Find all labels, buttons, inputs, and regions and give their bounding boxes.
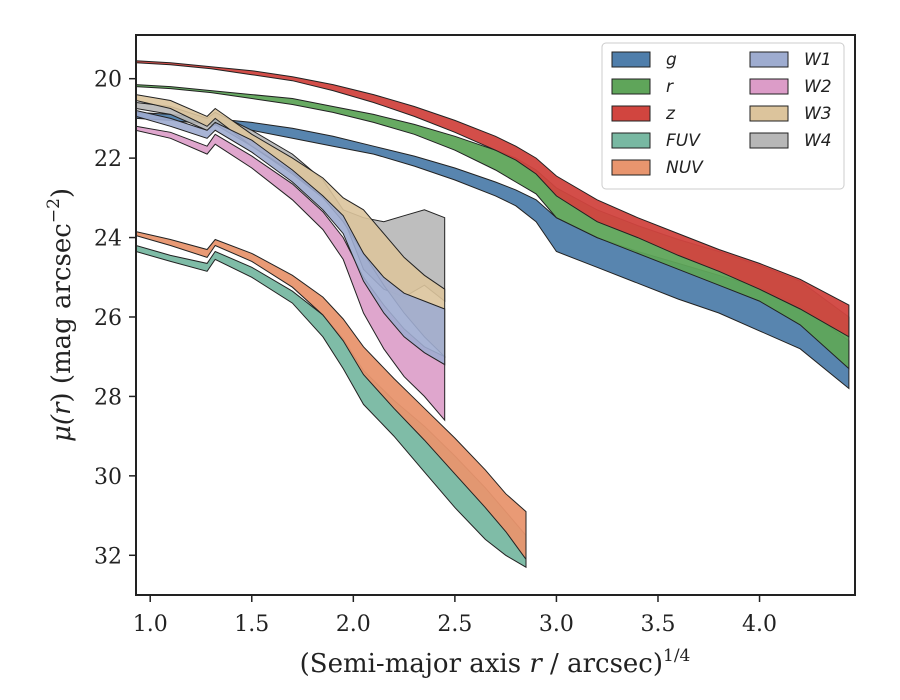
band-W1 [136,109,446,366]
legend-swatch-W2 [749,78,789,95]
legend-swatch-FUV [611,132,651,149]
band-FUV [136,244,527,569]
y-tick-label: 24 [94,227,122,252]
y-tick-label: 32 [94,544,122,569]
x-tick-label: 1.0 [133,612,168,637]
y-axis-ticks: 20 22 24 26 28 30 32 [94,68,136,569]
legend-swatch-W1 [749,51,789,68]
legend-label-W3: W3 [804,104,832,124]
x-axis-ticks: 1.0 1.5 2.0 2.5 3.0 3.5 4.0 [133,595,777,637]
x-axis-label: (Semi-major axis r / arcsec)1/4 [300,646,691,679]
band-W2 [136,125,446,422]
band-z [136,60,850,338]
y-axis-label: μ(r) (mag arcsec−2) [44,188,77,442]
legend-swatch-g [611,51,651,68]
x-tick-label: 2.0 [336,612,371,637]
y-tick-label: 26 [94,306,122,331]
x-tick-label: 1.5 [234,612,269,637]
legend: grz FUV NUV W1 W2 W3 W4 [601,42,845,190]
band-NUV [136,231,527,561]
legend-label-g: g [666,50,677,70]
legend-swatch-W3 [749,105,789,122]
y-tick-label: 20 [94,68,122,93]
y-tick-label: 22 [94,147,122,172]
x-tick-label: 3.5 [640,612,675,637]
y-tick-label: 30 [94,465,122,490]
y-tick-label: 28 [94,385,122,410]
band-r [136,84,850,370]
legend-swatch-NUV [611,159,651,176]
legend-label-NUV: NUV [666,158,704,178]
legend-label-z: z [665,104,676,124]
legend-label-FUV: FUV [666,131,701,151]
x-tick-label: 3.0 [539,612,574,637]
legend-swatch-r [611,78,651,95]
legend-label-W2: W2 [804,77,832,97]
x-tick-label: 4.0 [742,612,777,637]
legend-swatch-z [611,105,651,122]
profile-bands [136,60,850,569]
plot-frame [135,34,856,596]
legend-swatch-W4 [749,132,789,149]
legend-label-W1: W1 [804,50,832,70]
x-tick-label: 2.5 [437,612,472,637]
legend-label-r: r [666,77,674,97]
legend-label-W4: W4 [804,131,832,151]
band-g [136,111,850,390]
